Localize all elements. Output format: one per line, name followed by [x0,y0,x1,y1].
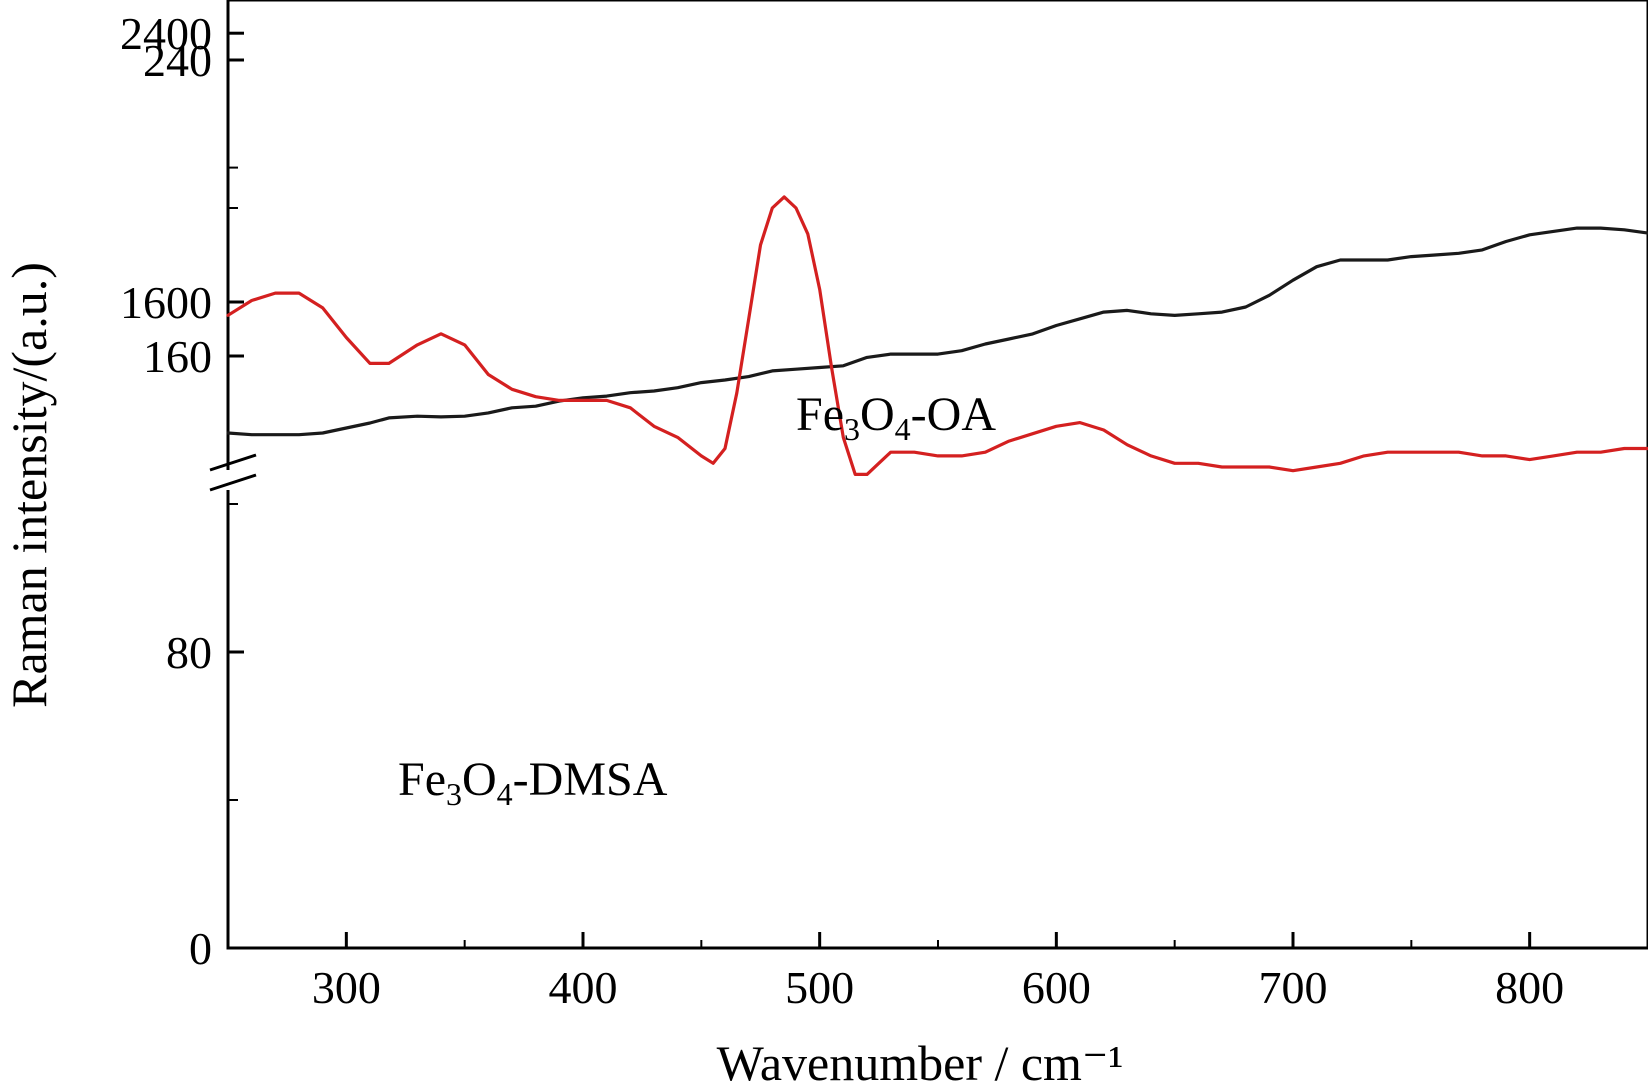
series-layer [226,195,1648,476]
annotation-fe3o4-oa: Fe3O4-OA [796,388,996,447]
axis-break-mark [209,453,257,472]
x-tick-label: 300 [312,962,381,1013]
y-tick-label: 80 [166,627,212,678]
y-tick-label: 1600 [120,277,212,328]
y-tick-label: 2400 [120,8,212,59]
series-line-fe3o4-dmsa [226,195,1648,476]
x-tick-label: 500 [785,962,854,1013]
annotation-fe3o4-dmsa: Fe3O4-DMSA [398,753,668,812]
series-line-fe3o4-oa [226,226,1648,437]
x-tick-label: 600 [1022,962,1091,1013]
y-tick-label: 240 [143,35,212,86]
x-tick-label: 800 [1495,962,1564,1013]
y-tick-label: 0 [189,923,212,974]
y-axis-title: Raman intensity/(a.u.) [1,262,57,708]
y-tick-label: 160 [143,331,212,382]
axis-ticks: 300 400 500 600 700 800 0 80 160 240 1600 2400 [120,8,1648,1013]
x-tick-label: 700 [1259,962,1328,1013]
axis-break-mark [209,473,257,492]
x-tick-label: 400 [549,962,618,1013]
x-axis-title: Wavenumber / cm⁻¹ [717,1035,1124,1083]
